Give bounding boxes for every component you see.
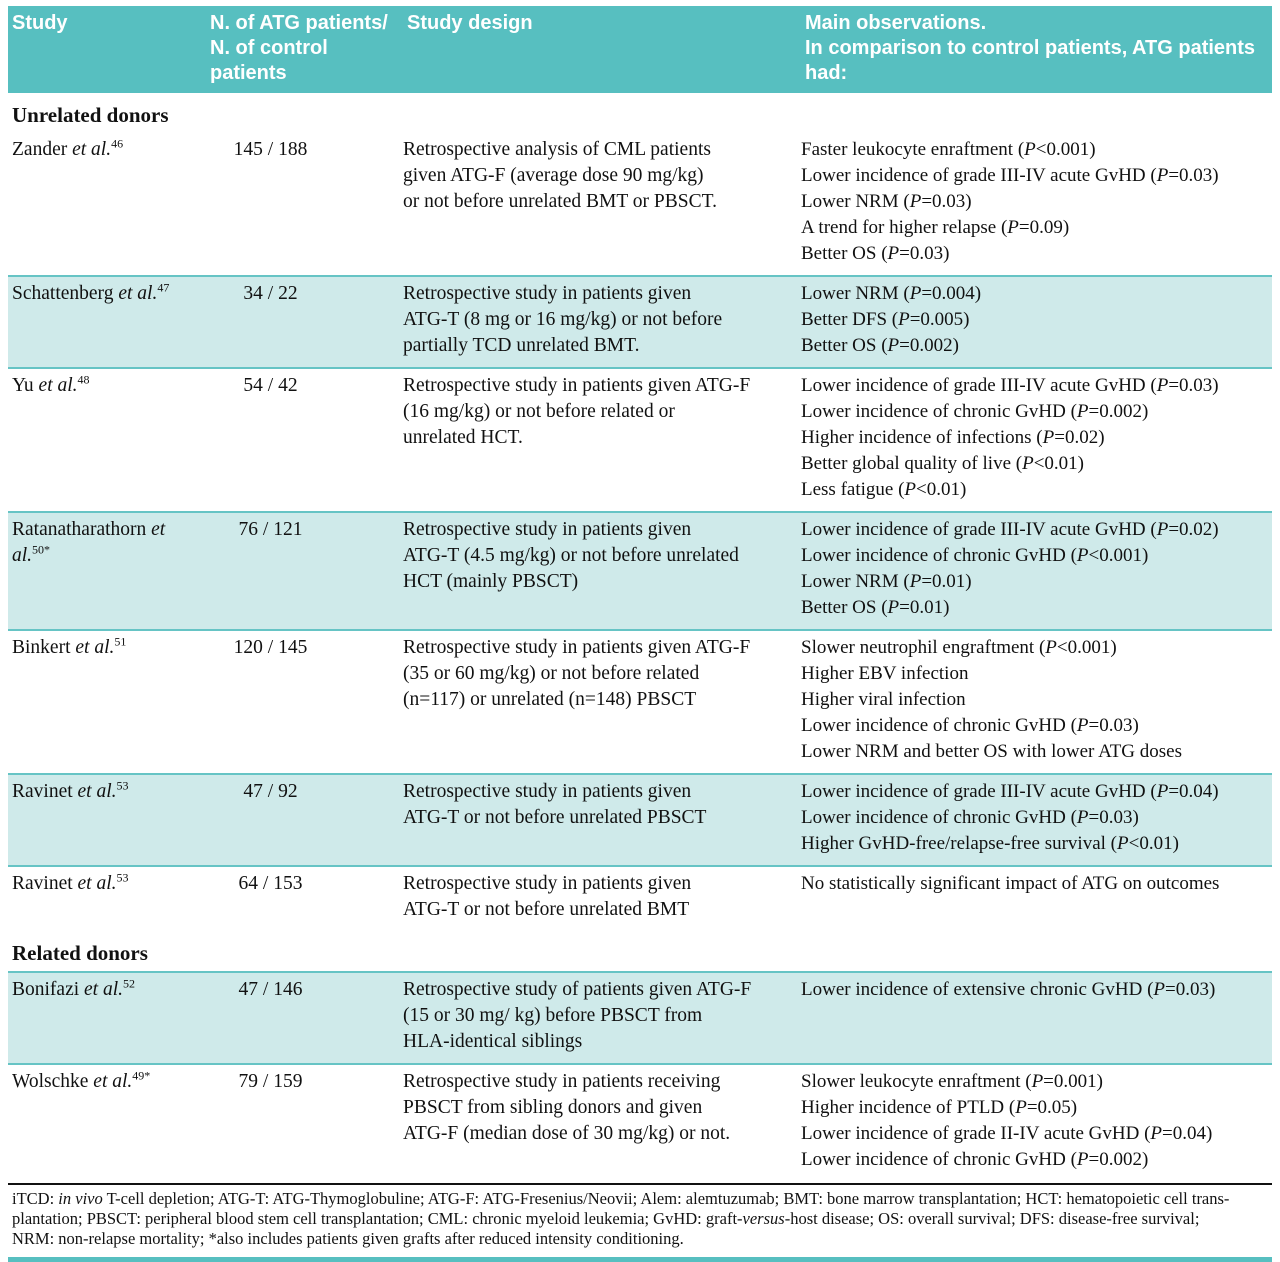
footnote-line: NRM: non-relapse mortality; *also includ… <box>12 1229 684 1248</box>
observation-line: Lower incidence of chronic GvHD (P=0.002… <box>801 401 1149 422</box>
section-header: Related donors <box>12 941 148 965</box>
observation-line: Lower NRM (P=0.01) <box>801 571 972 592</box>
table-header-row: Study N. of ATG patients/ N. of control … <box>8 6 1272 93</box>
study-design-cell: Retrospective study in patients given AT… <box>403 375 751 448</box>
observation-line: Slower neutrophil engraftment (P<0.001) <box>801 637 1117 658</box>
study-name-cell: Yu et al.48 <box>12 372 90 397</box>
observation-line: Better OS (P=0.03) <box>801 243 950 264</box>
study-name-cell: Ravinet et al.53 <box>12 870 129 895</box>
footnote-line: iTCD: in vivo T-cell depletion; ATG-T: A… <box>12 1189 1230 1208</box>
table-row: Binkert et al.51 120 / 145 Retrospective… <box>8 631 1272 773</box>
study-design-cell: Retrospective study in patients given AT… <box>403 283 723 356</box>
observation-line: Lower incidence of chronic GvHD (P<0.001… <box>801 545 1149 566</box>
patient-counts-cell: 34 / 22 <box>243 283 298 304</box>
study-name-cell: Schattenberg et al.47 <box>12 280 170 305</box>
patient-counts-cell: 47 / 146 <box>238 979 303 1000</box>
observation-line: Lower incidence of chronic GvHD (P=0.002… <box>801 1149 1149 1170</box>
observations-cell: Lower incidence of grade III-IV acute Gv… <box>801 517 1272 621</box>
observation-line: Lower incidence of extensive chronic GvH… <box>801 979 1216 1000</box>
observation-line: Better global quality of live (P<0.01) <box>801 453 1084 474</box>
study-design-cell: Retrospective study in patients receivin… <box>403 1071 731 1144</box>
observation-line: Lower incidence of chronic GvHD (P=0.03) <box>801 715 1139 736</box>
observation-line: A trend for higher relapse (P=0.09) <box>801 217 1070 238</box>
patient-counts-cell: 47 / 92 <box>243 781 298 802</box>
observation-line: Lower NRM and better OS with lower ATG d… <box>801 741 1183 762</box>
column-header-study: Study <box>12 12 68 34</box>
patient-counts-cell: 79 / 159 <box>238 1071 303 1092</box>
observations-cell: No statistically significant impact of A… <box>801 871 1272 923</box>
study-name-cell: Ratanatharathorn et al.50* <box>12 519 166 566</box>
observations-cell: Faster leukocyte enraftment (P<0.001) Low… <box>801 137 1272 267</box>
patient-counts-cell: 76 / 121 <box>238 519 303 540</box>
observation-line: No statistically significant impact of A… <box>801 873 1220 894</box>
study-name-cell: Zander et al.46 <box>12 136 124 161</box>
observation-line: Higher incidence of PTLD (P=0.05) <box>801 1097 1078 1118</box>
table-row: Bonifazi et al.52 47 / 146 Retrospective… <box>8 971 1272 1065</box>
patient-counts-cell: 120 / 145 <box>233 637 308 658</box>
observations-cell: Lower incidence of extensive chronic GvH… <box>801 977 1272 1055</box>
observation-line: Higher viral infection <box>801 689 966 710</box>
observation-line: Higher EBV infection <box>801 663 969 684</box>
table-body: Unrelated donors Zander et al.46 145 / 1… <box>8 93 1272 1181</box>
table-row: Ratanatharathorn et al.50* 76 / 121 Retr… <box>8 511 1272 631</box>
column-header-main-observations: Main observations. In comparison to cont… <box>805 12 1256 84</box>
observation-line: Better DFS (P=0.005) <box>801 309 970 330</box>
patient-counts-cell: 64 / 153 <box>238 873 303 894</box>
observations-cell: Lower incidence of grade III-IV acute Gv… <box>801 779 1272 857</box>
observations-cell: Lower incidence of grade III-IV acute Gv… <box>801 373 1272 503</box>
observation-line: Higher incidence of infections (P=0.02) <box>801 427 1105 448</box>
study-design-cell: Retrospective study in patients given AT… <box>403 637 751 710</box>
bottom-border-rule <box>8 1257 1272 1262</box>
table-row: Zander et al.46 145 / 188 Retrospective … <box>8 133 1272 275</box>
study-name-cell: Ravinet et al.53 <box>12 778 129 803</box>
observation-line: Higher GvHD-free/relapse-free survival (… <box>801 833 1179 854</box>
study-name-cell: Wolschke et al.49* <box>12 1068 151 1093</box>
footnote-line: plantation; PBSCT: peripheral blood stem… <box>12 1209 1200 1228</box>
observation-line: Lower NRM (P=0.03) <box>801 191 972 212</box>
table-row: Schattenberg et al.47 34 / 22 Retrospect… <box>8 275 1272 369</box>
observation-line: Lower incidence of grade III-IV acute Gv… <box>801 375 1219 396</box>
study-design-cell: Retrospective study in patients given AT… <box>403 781 707 828</box>
observation-line: Less fatigue (P<0.01) <box>801 479 967 500</box>
study-name-cell: Binkert et al.51 <box>12 634 127 659</box>
observation-line: Lower incidence of grade III-IV acute Gv… <box>801 165 1219 186</box>
footnote: iTCD: in vivo T-cell depletion; ATG-T: A… <box>8 1185 1272 1255</box>
observation-line: Faster leukocyte enraftment (P<0.001) <box>801 139 1096 160</box>
table-row: Wolschke et al.49* 79 / 159 Retrospectiv… <box>8 1065 1272 1181</box>
table-row: Ravinet et al.53 47 / 92 Retrospective s… <box>8 773 1272 867</box>
study-design-cell: Retrospective study of patients given AT… <box>403 979 752 1052</box>
column-header-study-design: Study design <box>407 12 533 34</box>
section-header: Unrelated donors <box>12 103 169 127</box>
patient-counts-cell: 54 / 42 <box>243 375 298 396</box>
observation-line: Better OS (P=0.002) <box>801 335 959 356</box>
patient-counts-cell: 145 / 188 <box>233 139 308 160</box>
observations-cell: Slower neutrophil engraftment (P<0.001) H… <box>801 635 1272 765</box>
observation-line: Lower NRM (P=0.004) <box>801 283 982 304</box>
observations-cell: Lower NRM (P=0.004) Better DFS (P=0.005) B… <box>801 281 1272 359</box>
study-design-cell: Retrospective study in patients given AT… <box>403 873 692 920</box>
observation-line: Lower incidence of grade III-IV acute Gv… <box>801 519 1219 540</box>
study-design-cell: Retrospective analysis of CML patients g… <box>403 139 717 212</box>
observation-line: Lower incidence of chronic GvHD (P=0.03) <box>801 807 1139 828</box>
observation-line: Slower leukocyte enraftment (P=0.001) <box>801 1071 1103 1092</box>
observation-line: Better OS (P=0.01) <box>801 597 950 618</box>
observation-line: Lower incidence of grade III-IV acute Gv… <box>801 781 1219 802</box>
observations-cell: Slower leukocyte enraftment (P=0.001) Hig… <box>801 1069 1272 1173</box>
table-row: Ravinet et al.53 64 / 153 Retrospective … <box>8 867 1272 931</box>
study-design-cell: Retrospective study in patients given AT… <box>403 519 739 592</box>
study-name-cell: Bonifazi et al.52 <box>12 976 136 1001</box>
table-row: Yu et al.48 54 / 42 Retrospective study … <box>8 369 1272 511</box>
observation-line: Lower incidence of grade II-IV acute GvH… <box>801 1123 1213 1144</box>
column-header-patient-counts: N. of ATG patients/ N. of control patien… <box>210 12 388 84</box>
